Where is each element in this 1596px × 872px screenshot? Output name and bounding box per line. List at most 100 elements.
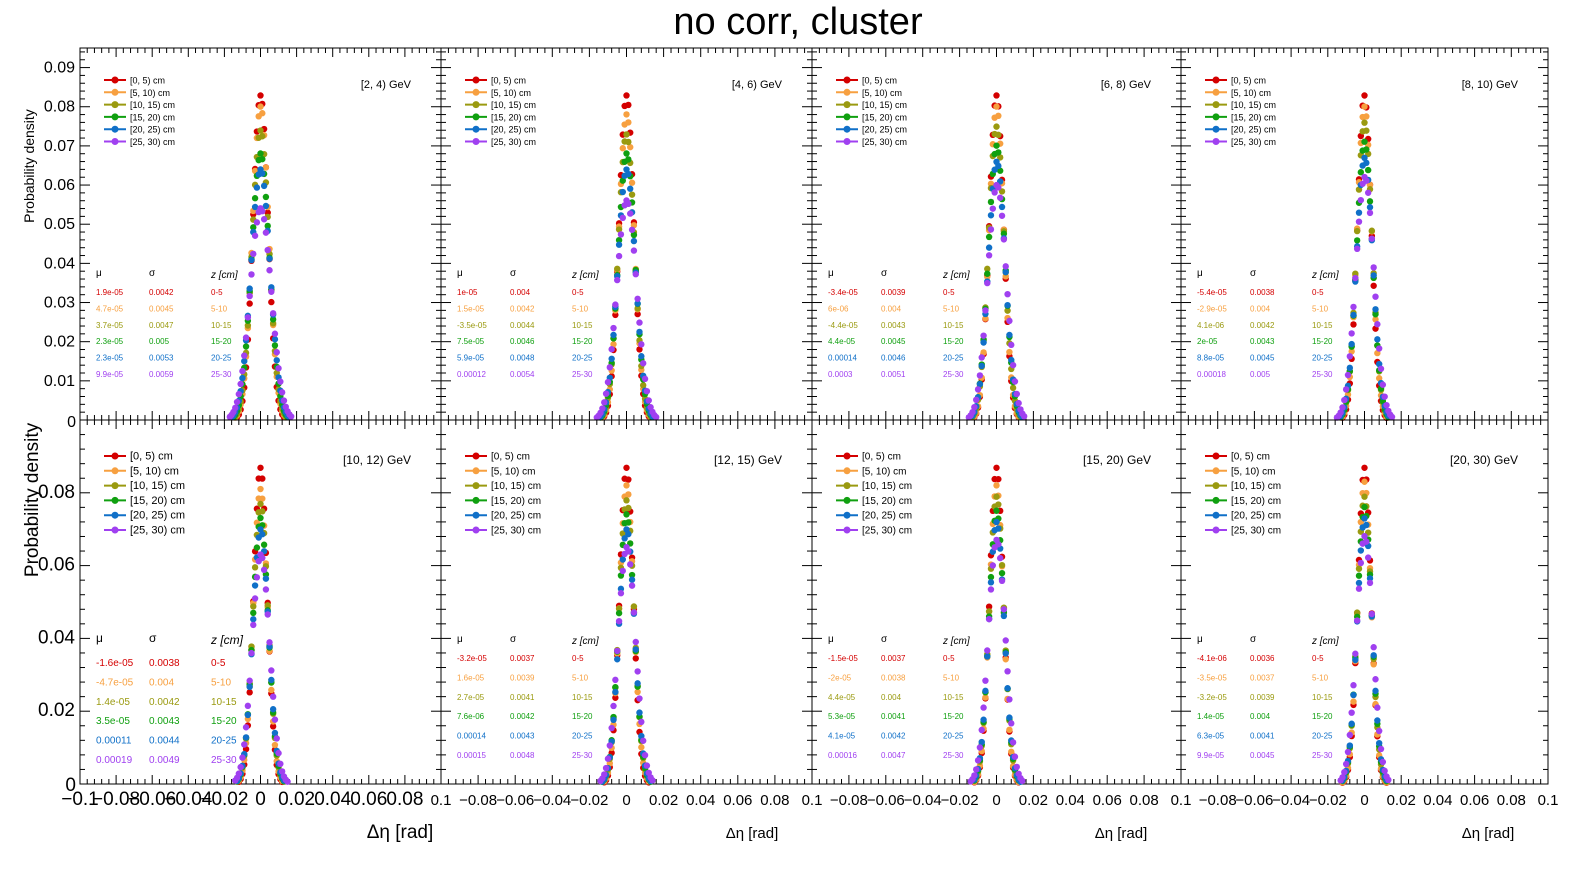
y-tick-label: 0.06 <box>44 177 75 194</box>
legend-label: [0, 5) cm <box>862 76 897 86</box>
legend-marker <box>472 101 480 109</box>
data-point <box>1361 154 1368 162</box>
data-point <box>1372 311 1379 318</box>
data-point <box>1366 209 1374 217</box>
legend-marker <box>843 482 851 490</box>
data-point <box>991 189 998 196</box>
data-point <box>619 530 626 537</box>
data-point <box>984 653 991 660</box>
data-point <box>1004 685 1011 692</box>
data-point <box>259 531 266 538</box>
stats-z: 10-15 <box>1312 693 1333 702</box>
data-point <box>268 298 275 306</box>
stats-sigma: 0.0037 <box>510 654 535 663</box>
data-point <box>1337 409 1344 416</box>
momentum-bin-label: [4, 6) GeV <box>732 79 783 91</box>
data-point <box>277 378 284 385</box>
data-point <box>971 403 978 411</box>
data-point <box>1011 378 1019 385</box>
data-point <box>262 586 270 593</box>
data-point <box>1008 748 1015 756</box>
data-point <box>271 729 279 737</box>
data-point <box>976 372 984 379</box>
stats-sigma: 0.004 <box>881 304 902 313</box>
legend-label: [20, 25) cm <box>1231 125 1276 135</box>
stats-mu: 1.4e-05 <box>1197 712 1225 721</box>
stats-z: 15-20 <box>1312 337 1333 346</box>
data-point <box>1006 696 1013 703</box>
data-point <box>995 541 1002 548</box>
data-point <box>242 724 250 731</box>
data-point <box>1366 579 1374 587</box>
momentum-bin-label: [15, 20) GeV <box>1083 453 1151 467</box>
y-axis-label: Probability density <box>21 109 37 223</box>
stats-z: 20-25 <box>943 732 964 741</box>
data-point <box>1019 777 1026 785</box>
stats-mu: -2e-05 <box>828 673 852 682</box>
data-point <box>1357 547 1365 554</box>
stats-sigma: 0.0043 <box>1250 337 1275 346</box>
data-point <box>260 566 268 574</box>
data-point <box>1006 714 1013 721</box>
data-point <box>239 754 246 761</box>
x-tick-label: 0.02 <box>278 789 315 810</box>
data-point <box>268 288 275 295</box>
data-point <box>995 149 1002 156</box>
stats-mu: 1.6e-05 <box>457 673 485 682</box>
data-point <box>1355 572 1363 579</box>
x-tick-label: 0 <box>992 792 1000 809</box>
legend-marker <box>472 125 480 133</box>
data-point <box>1368 227 1376 234</box>
legend-marker <box>111 452 119 460</box>
data-point <box>628 571 636 579</box>
data-point <box>978 726 985 734</box>
data-point <box>623 511 630 518</box>
data-point <box>627 143 634 151</box>
legend-label: [20, 25) cm <box>130 125 175 135</box>
data-point <box>262 229 270 236</box>
data-point <box>251 582 259 589</box>
data-point <box>627 185 634 192</box>
legend-marker <box>111 113 119 121</box>
y-tick-label: 0.02 <box>38 700 75 721</box>
data-point <box>636 695 643 702</box>
legend-label: [0, 5) cm <box>862 452 901 463</box>
legend-label: [0, 5) cm <box>491 76 526 86</box>
stats-z: 10-15 <box>943 321 964 330</box>
data-point <box>257 150 264 157</box>
data-point <box>604 378 612 386</box>
legend-marker <box>843 467 851 475</box>
stats-header-sigma: σ <box>1250 268 1257 279</box>
momentum-bin-label: [10, 12) GeV <box>343 453 411 467</box>
data-point <box>974 757 982 764</box>
stats-z: 10-15 <box>572 321 593 330</box>
stats-mu: 0.00011 <box>96 736 132 747</box>
data-point <box>1366 181 1374 189</box>
stats-header-mu: μ <box>457 268 463 279</box>
data-point <box>269 310 277 317</box>
data-point <box>638 341 645 348</box>
stats-z: 20-25 <box>1312 732 1333 741</box>
data-point <box>268 686 275 694</box>
data-point <box>269 316 277 323</box>
data-point <box>1348 709 1355 716</box>
data-point <box>993 482 1000 489</box>
data-point <box>1375 345 1383 352</box>
x-axis-label: Δη [rad] <box>1462 825 1515 842</box>
legend-label: [0, 5) cm <box>130 76 165 86</box>
stats-z: 10-15 <box>211 321 232 330</box>
stats-sigma: 0.0047 <box>881 751 906 760</box>
data-point <box>1357 196 1365 204</box>
stats-z: 15-20 <box>572 337 593 346</box>
data-point <box>1008 720 1015 727</box>
data-point <box>1006 726 1013 734</box>
legend-label: [10, 15) cm <box>491 481 541 492</box>
data-point <box>639 737 647 744</box>
data-point <box>610 324 617 332</box>
data-point <box>1357 169 1365 176</box>
data-point <box>1352 270 1359 277</box>
stats-sigma: 0.005 <box>1250 370 1271 379</box>
y-axis-label: Probability density <box>22 422 43 577</box>
data-point <box>643 762 651 769</box>
